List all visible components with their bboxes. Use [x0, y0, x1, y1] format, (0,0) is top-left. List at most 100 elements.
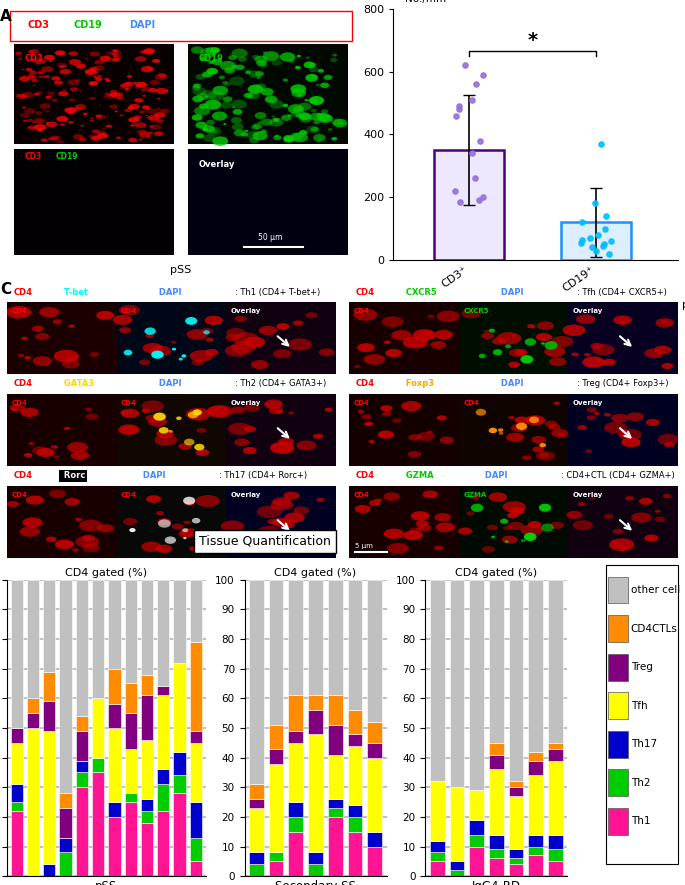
- Ellipse shape: [240, 132, 248, 136]
- Point: [450, 109, 461, 123]
- Ellipse shape: [79, 129, 82, 131]
- Ellipse shape: [520, 427, 524, 430]
- Bar: [108, 728, 121, 802]
- Point: [598, 239, 609, 253]
- Bar: [429, 580, 445, 781]
- Ellipse shape: [109, 50, 122, 57]
- Ellipse shape: [145, 327, 155, 335]
- Bar: [190, 743, 202, 802]
- Ellipse shape: [203, 128, 208, 131]
- Ellipse shape: [85, 408, 92, 411]
- Ellipse shape: [290, 133, 303, 140]
- Bar: [60, 808, 72, 837]
- Ellipse shape: [192, 96, 203, 103]
- Ellipse shape: [192, 410, 202, 415]
- Ellipse shape: [149, 126, 155, 128]
- Ellipse shape: [488, 492, 507, 502]
- Ellipse shape: [134, 123, 137, 125]
- Ellipse shape: [232, 106, 236, 109]
- Bar: [608, 577, 627, 604]
- Ellipse shape: [514, 349, 527, 356]
- Ellipse shape: [257, 77, 261, 79]
- Ellipse shape: [172, 348, 176, 350]
- Ellipse shape: [38, 127, 42, 129]
- Ellipse shape: [57, 63, 67, 67]
- Ellipse shape: [48, 137, 56, 141]
- Ellipse shape: [413, 329, 436, 341]
- Ellipse shape: [112, 52, 118, 55]
- Ellipse shape: [661, 363, 673, 369]
- Ellipse shape: [84, 58, 88, 59]
- Point: [584, 231, 595, 245]
- Bar: [489, 743, 503, 755]
- Text: CD4: CD4: [14, 472, 32, 481]
- Ellipse shape: [225, 345, 249, 357]
- Bar: [569, 394, 678, 466]
- Ellipse shape: [292, 106, 303, 112]
- Bar: [288, 832, 303, 876]
- X-axis label: Secondary SS: Secondary SS: [275, 881, 356, 885]
- Ellipse shape: [90, 117, 95, 119]
- Ellipse shape: [154, 132, 164, 136]
- Ellipse shape: [207, 405, 229, 417]
- Bar: [173, 775, 186, 793]
- Ellipse shape: [152, 59, 160, 63]
- Ellipse shape: [508, 522, 524, 530]
- Ellipse shape: [153, 93, 155, 94]
- Ellipse shape: [249, 71, 261, 78]
- Ellipse shape: [67, 106, 79, 112]
- Ellipse shape: [313, 434, 323, 439]
- Bar: [347, 734, 362, 746]
- Ellipse shape: [48, 138, 53, 140]
- Ellipse shape: [92, 129, 100, 134]
- Bar: [528, 856, 543, 876]
- Bar: [173, 663, 186, 751]
- Ellipse shape: [309, 96, 324, 105]
- Text: CD19: CD19: [73, 20, 102, 30]
- Bar: [60, 580, 72, 793]
- Ellipse shape: [158, 73, 166, 77]
- Text: CD4: CD4: [356, 380, 375, 389]
- Ellipse shape: [229, 76, 245, 86]
- Ellipse shape: [68, 121, 73, 124]
- Ellipse shape: [604, 422, 627, 434]
- Ellipse shape: [27, 50, 35, 53]
- Ellipse shape: [123, 350, 132, 356]
- Ellipse shape: [155, 435, 177, 446]
- Ellipse shape: [105, 93, 109, 95]
- Ellipse shape: [525, 415, 545, 426]
- Bar: [10, 728, 23, 743]
- Ellipse shape: [325, 408, 332, 412]
- Ellipse shape: [155, 88, 169, 94]
- Ellipse shape: [112, 315, 132, 325]
- Ellipse shape: [551, 429, 569, 437]
- Ellipse shape: [196, 495, 220, 507]
- Ellipse shape: [553, 402, 560, 404]
- Ellipse shape: [141, 66, 153, 72]
- Bar: [157, 784, 169, 811]
- Ellipse shape: [210, 47, 220, 53]
- Bar: [27, 728, 39, 876]
- Ellipse shape: [282, 522, 295, 528]
- Ellipse shape: [226, 328, 245, 338]
- Bar: [125, 713, 137, 749]
- Bar: [308, 580, 323, 696]
- Ellipse shape: [35, 333, 49, 340]
- Ellipse shape: [299, 112, 311, 120]
- Ellipse shape: [521, 525, 543, 535]
- Ellipse shape: [297, 441, 316, 450]
- Ellipse shape: [125, 81, 134, 86]
- Ellipse shape: [193, 530, 216, 542]
- Bar: [173, 751, 186, 775]
- Ellipse shape: [147, 115, 159, 120]
- Bar: [328, 799, 342, 808]
- Ellipse shape: [195, 449, 210, 456]
- Ellipse shape: [655, 517, 665, 522]
- Ellipse shape: [331, 119, 342, 126]
- Bar: [60, 837, 72, 852]
- Ellipse shape: [590, 342, 603, 350]
- Ellipse shape: [249, 137, 259, 143]
- Bar: [10, 811, 23, 876]
- Ellipse shape: [77, 455, 84, 458]
- Bar: [249, 808, 264, 852]
